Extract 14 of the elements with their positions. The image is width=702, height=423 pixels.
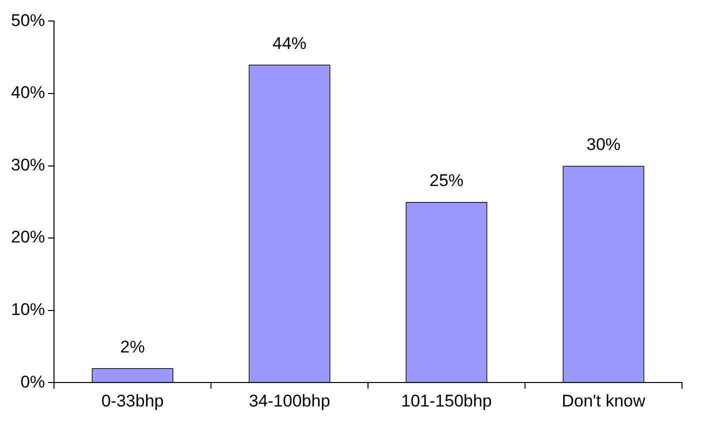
data-label: 44% <box>272 34 307 53</box>
y-tick-label: 0% <box>20 372 46 392</box>
x-tick-label: 101-150bhp <box>401 391 492 410</box>
y-tick-label: 10% <box>10 300 46 320</box>
y-tick-label: 20% <box>10 228 46 247</box>
data-label: 2% <box>120 337 145 356</box>
data-label: 30% <box>586 134 621 154</box>
x-tick-label: Don't know <box>562 391 646 410</box>
y-tick-label: 50% <box>10 10 46 30</box>
y-tick-label: 30% <box>10 155 46 174</box>
x-tick-label: 0-33bhp <box>101 391 164 410</box>
x-tick-label: 34-100bhp <box>248 391 330 410</box>
data-label: 25% <box>429 171 464 190</box>
y-tick-label: 40% <box>10 83 46 102</box>
